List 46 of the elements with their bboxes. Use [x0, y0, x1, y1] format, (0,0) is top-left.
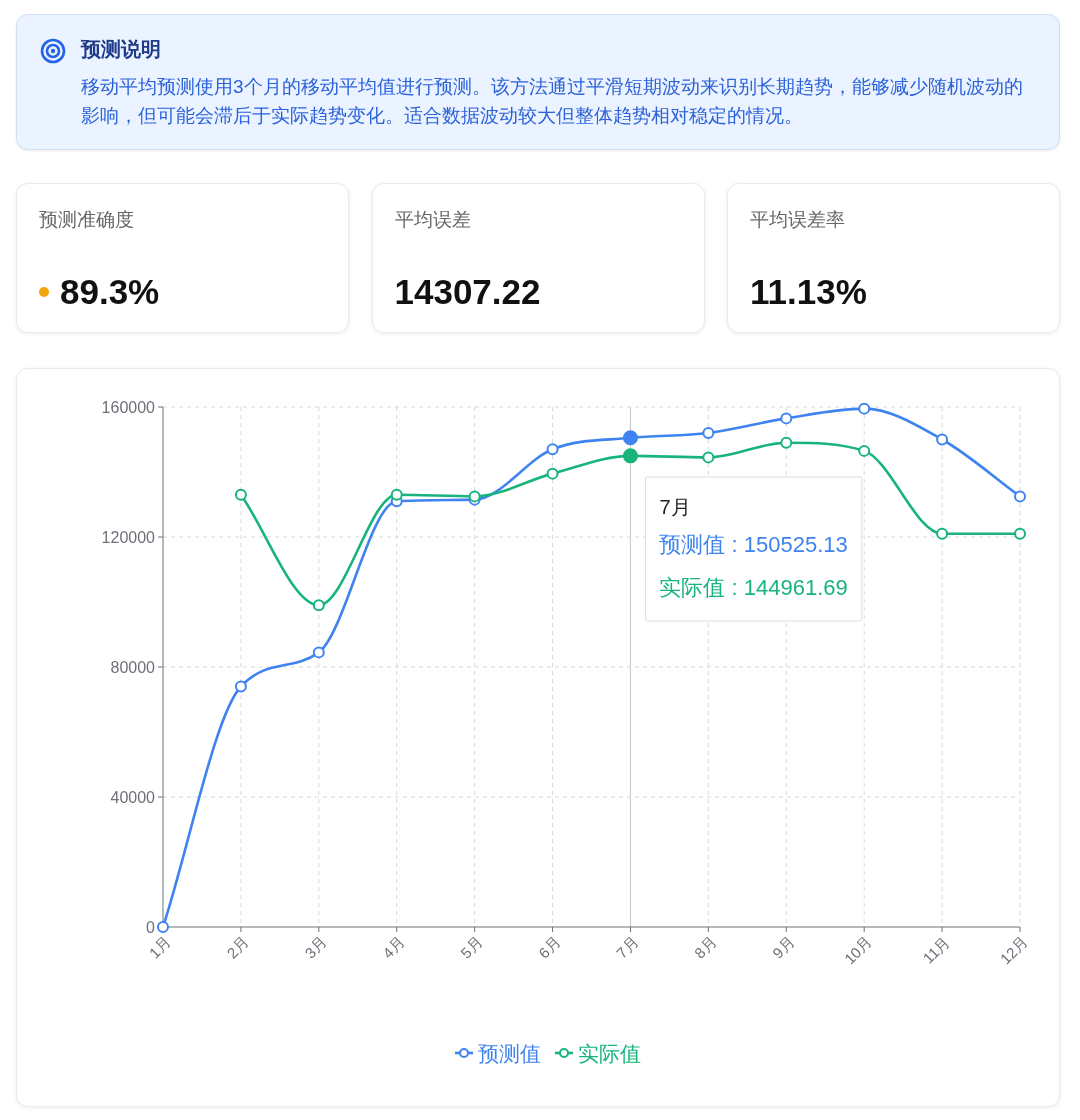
x-tick-label: 10月 [840, 932, 876, 968]
point [1014, 490, 1026, 503]
point [780, 412, 793, 425]
point [858, 402, 871, 415]
point [936, 527, 949, 540]
point [390, 488, 403, 501]
x-tick-label: 3月 [301, 932, 330, 962]
x-tick-label: 4月 [379, 932, 408, 962]
point [157, 921, 169, 933]
x-tick-label: 11月 [919, 932, 954, 967]
x-tick-label: 12月 [996, 932, 1032, 968]
text: 平均误差率 [750, 208, 845, 232]
text: 11.13% [750, 272, 867, 312]
text: 预测说明 [81, 37, 161, 62]
point [546, 467, 559, 480]
y-tick-label: 120000 [101, 528, 156, 546]
x-tick-label: 8月 [690, 932, 720, 962]
x-tick-label: 5月 [457, 932, 486, 962]
x-tick-label: 9月 [768, 932, 798, 962]
point [936, 433, 949, 446]
y-tick-label: 80000 [110, 658, 156, 676]
legend-label: 预测值 [478, 1041, 541, 1065]
x-tick-label: 2月 [223, 932, 252, 962]
x-tick-label: 7月 [612, 932, 642, 962]
point [1014, 527, 1026, 540]
annotation: 预测值 : 150525.13 [659, 531, 848, 557]
point [234, 680, 247, 693]
point [702, 451, 715, 464]
text: 预测准确度 [39, 208, 134, 232]
legend-label: 实际值 [578, 1041, 641, 1065]
annotation: 7月 [659, 496, 691, 518]
text: 89.3% [60, 272, 160, 312]
point [858, 444, 871, 457]
text: 移动平均预测使用3个月的移动平均值进行预测。该方法通过平滑短期波动来识别长期趋势，能够减少随机波动的影响，但可能会滞后于实际趋势变化。适合数据波动较大但整体趋势相对稳定的情况。 [81, 75, 1024, 128]
x-tick-label: 6月 [535, 932, 564, 962]
point [312, 646, 325, 659]
y-tick-label: 160000 [101, 398, 156, 416]
point [312, 599, 325, 612]
annotation: 实际值 : 144961.69 [659, 574, 848, 600]
point [702, 427, 715, 439]
point [546, 443, 559, 456]
point [780, 436, 793, 449]
text: 14307.22 [394, 272, 541, 312]
text: 平均误差 [394, 208, 471, 232]
point [234, 488, 247, 501]
y-tick-label: 40000 [110, 788, 156, 806]
